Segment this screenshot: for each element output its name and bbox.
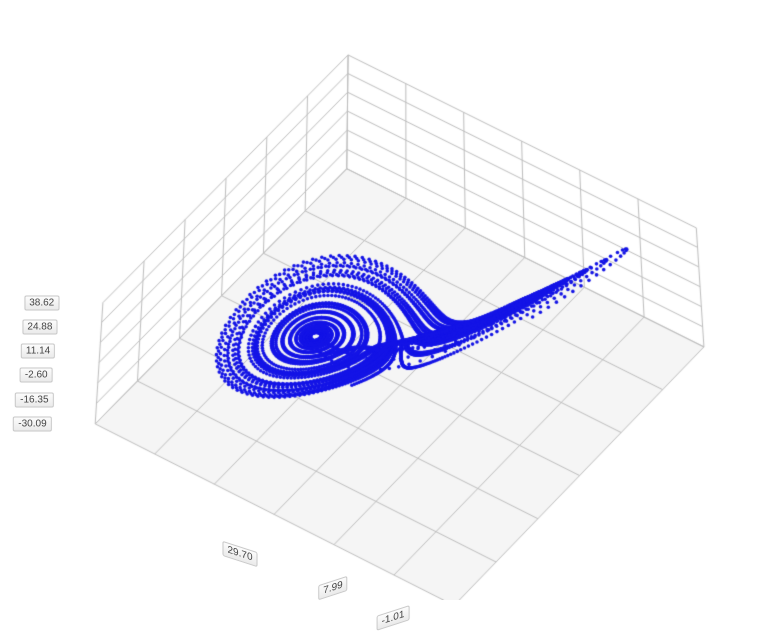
axis-tick-label: 24.88 — [22, 319, 57, 334]
axis-tick-label: 11.14 — [21, 343, 55, 358]
axis-tick-label: 38.62 — [24, 296, 59, 311]
lorenz-3d-scatter[interactable] — [0, 0, 784, 600]
axis-tick-label: -16.35 — [15, 392, 53, 407]
axis-tick-label: -1.01 — [376, 605, 409, 631]
axis-tick-label: -2.60 — [20, 368, 53, 383]
axis-tick-label: -30.09 — [13, 417, 51, 432]
